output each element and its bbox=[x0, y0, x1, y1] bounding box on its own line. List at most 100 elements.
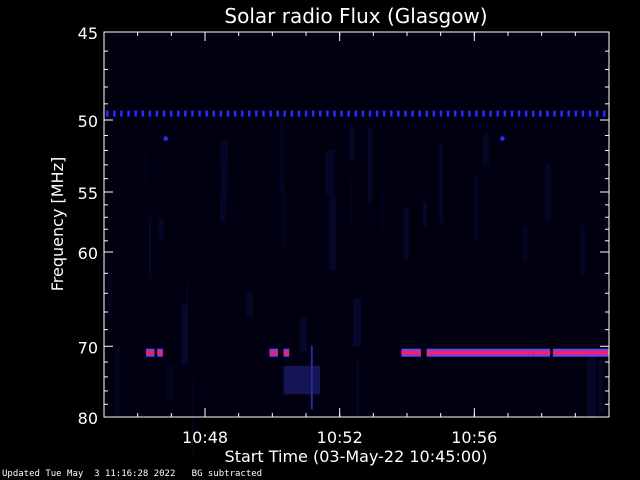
dotted-line-mark bbox=[489, 110, 492, 117]
dotted-line-mark bbox=[475, 110, 478, 117]
dotted-line-mark bbox=[461, 110, 464, 117]
dotted-line-mark bbox=[169, 110, 173, 117]
noise-streak bbox=[325, 149, 335, 195]
dotted-line-mark bbox=[453, 110, 457, 117]
noise-streak bbox=[158, 218, 164, 239]
y-tick-label: 50 bbox=[78, 112, 98, 131]
dotted-line-mark bbox=[184, 110, 187, 117]
noise-streak bbox=[220, 192, 226, 222]
plot-frame bbox=[103, 31, 610, 418]
spectral-features bbox=[106, 110, 609, 410]
noise-streak bbox=[279, 116, 284, 192]
dotted-line-mark bbox=[155, 110, 159, 117]
noise-streak bbox=[245, 292, 254, 318]
dotted-line-mark bbox=[581, 110, 585, 117]
dotted-line-mark bbox=[106, 110, 109, 117]
y-tick-label: 70 bbox=[78, 338, 98, 357]
dotted-line-mark bbox=[397, 110, 400, 117]
feature-dot bbox=[500, 136, 505, 141]
x-axis-label: Start Time (03-May-22 10:45:00) bbox=[225, 447, 488, 466]
dotted-line-mark bbox=[588, 110, 592, 117]
noise-streak bbox=[423, 201, 427, 227]
band-segment bbox=[401, 350, 410, 355]
dotted-line-mark bbox=[212, 110, 215, 117]
dotted-line-mark bbox=[432, 110, 436, 117]
dotted-line-mark bbox=[255, 110, 258, 117]
noise-streak bbox=[474, 174, 478, 241]
dotted-line-mark bbox=[269, 110, 272, 117]
dotted-line-mark bbox=[574, 110, 578, 117]
dotted-line-mark bbox=[113, 110, 116, 117]
dotted-line-mark bbox=[248, 110, 251, 117]
noise-streak bbox=[281, 182, 286, 250]
dotted-line-mark bbox=[177, 110, 180, 117]
y-tick-label: 60 bbox=[78, 244, 98, 263]
dotted-line-mark bbox=[468, 110, 471, 117]
noise-streak bbox=[181, 304, 188, 365]
noise-streak bbox=[356, 360, 360, 416]
burst-patch bbox=[283, 365, 321, 395]
noise-streak bbox=[114, 345, 121, 416]
dotted-line-mark bbox=[311, 110, 315, 117]
dotted-line-mark bbox=[226, 110, 230, 117]
dotted-line-mark bbox=[510, 110, 514, 117]
noise-streak bbox=[348, 127, 355, 162]
noise-streak bbox=[598, 358, 604, 414]
heatmap-area bbox=[104, 32, 609, 457]
dotted-line-mark bbox=[283, 110, 286, 117]
dotted-line-mark bbox=[425, 110, 428, 117]
dotted-line-mark bbox=[326, 110, 329, 117]
dotted-line-mark bbox=[418, 110, 421, 117]
dotted-line-mark bbox=[340, 110, 343, 117]
x-axis: 10:48 10:52 10:56 bbox=[137, 32, 576, 447]
dotted-line-mark bbox=[198, 110, 201, 117]
dotted-line-mark bbox=[503, 110, 507, 117]
noise-streak bbox=[149, 217, 152, 279]
dotted-line-mark bbox=[148, 110, 152, 117]
bg-subtracted-note: BG subtracted bbox=[191, 469, 263, 479]
band-segment bbox=[157, 350, 163, 355]
dotted-line-mark bbox=[297, 110, 301, 117]
dotted-line-mark bbox=[262, 110, 265, 117]
y-tick-label: 55 bbox=[78, 184, 98, 203]
dotted-line-mark bbox=[162, 110, 166, 117]
dotted-line-mark bbox=[134, 110, 137, 117]
noise-streak bbox=[352, 298, 362, 347]
y-tick-label: 80 bbox=[78, 409, 98, 428]
dotted-line-mark bbox=[191, 110, 194, 117]
dotted-line-mark bbox=[205, 110, 208, 117]
dotted-line-mark bbox=[517, 110, 521, 117]
dotted-line-mark bbox=[368, 110, 372, 117]
noise-streak bbox=[329, 195, 337, 271]
dotted-line-mark bbox=[603, 110, 606, 117]
dotted-line-mark bbox=[347, 110, 350, 117]
noise-streak bbox=[300, 316, 308, 353]
dotted-line-mark bbox=[595, 110, 599, 117]
noise-streak bbox=[380, 190, 383, 233]
band-segment bbox=[269, 350, 278, 355]
noise-streak bbox=[218, 143, 227, 166]
noise-streak bbox=[482, 133, 490, 167]
heatmap-background bbox=[104, 32, 609, 417]
band-segment bbox=[146, 350, 155, 355]
dotted-line-mark bbox=[482, 110, 485, 117]
dotted-line-mark bbox=[361, 110, 365, 117]
dotted-line-mark bbox=[532, 110, 535, 117]
noise-streak bbox=[145, 148, 148, 187]
noise-streak bbox=[221, 140, 228, 194]
dotted-line-mark bbox=[524, 110, 528, 117]
dotted-line-mark bbox=[439, 110, 443, 117]
y-axis-label: Frequency [MHz] bbox=[48, 157, 67, 291]
noise-streak bbox=[403, 207, 409, 260]
dotted-line-mark bbox=[233, 110, 237, 117]
x-tick-label: 10:48 bbox=[182, 428, 228, 447]
dotted-line-mark bbox=[290, 110, 294, 117]
band-segment bbox=[552, 350, 609, 355]
band-segment bbox=[283, 350, 290, 355]
dotted-line-mark bbox=[120, 110, 123, 117]
dotted-line-mark bbox=[446, 110, 450, 117]
noise-streak bbox=[522, 226, 528, 262]
noise-streak bbox=[107, 270, 112, 318]
dotted-line-mark bbox=[276, 110, 279, 117]
dotted-line-mark bbox=[567, 110, 570, 117]
